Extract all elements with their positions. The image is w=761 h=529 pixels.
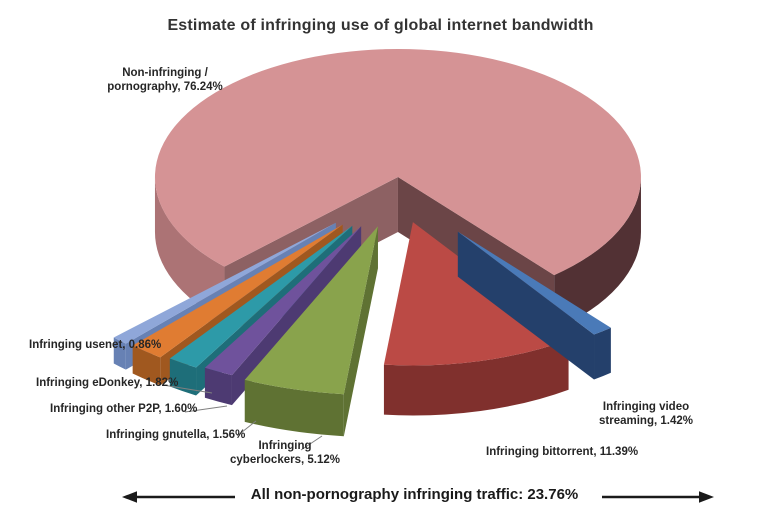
leader-lines [162, 384, 323, 451]
leader-line-other-p2p [184, 405, 228, 413]
label-line: Infringing [258, 440, 312, 452]
label-line: Infringing gnutella, 1.56% [106, 429, 246, 441]
leader-line-edonkey [162, 384, 213, 394]
leader-line-cyberlockers [300, 435, 323, 451]
label-other-p2p: Infringing other P2P, 1.60% [50, 402, 197, 416]
chart-title: Estimate of infringing use of global int… [167, 17, 594, 34]
pie-slice-cyberlockers [244, 226, 378, 437]
label-line: Infringing other P2P, 1.60% [50, 403, 198, 415]
label-line: cyberlockers, 5.12% [230, 454, 340, 466]
label-video-streaming: Infringing video streaming, 1.42% [580, 400, 712, 428]
right-arrow-icon [602, 491, 714, 503]
pie-slices [113, 49, 641, 437]
label-edonkey: Infringing eDonkey, 1.82% [36, 376, 178, 390]
label-gnutella: Infringing gnutella, 1.56% [106, 428, 245, 442]
label-line: Infringing bittorrent, 11.39% [486, 446, 639, 458]
pie-slice-video-streaming [457, 231, 611, 380]
footer-total-label: All non-pornography infringing traffic: … [250, 486, 579, 503]
label-line: pornography, 76.24% [107, 81, 223, 93]
left-arrow-icon [122, 491, 235, 503]
pie-slice-bittorrent [383, 222, 569, 416]
label-bittorrent: Infringing bittorrent, 11.39% [486, 445, 638, 459]
label-line: Non-infringing / [122, 67, 208, 79]
label-cyberlockers: Infringing cyberlockers, 5.12% [210, 439, 360, 467]
label-line: Infringing eDonkey, 1.82% [36, 377, 179, 389]
label-line: Infringing video [602, 401, 690, 413]
label-line: Infringing usenet, 0.86% [29, 339, 162, 351]
leader-line-gnutella [236, 420, 257, 437]
label-non-infringing-pornography: Non-infringing / pornography, 76.24% [75, 66, 255, 94]
label-line: streaming, 1.42% [599, 415, 693, 427]
label-usenet: Infringing usenet, 0.86% [29, 338, 161, 352]
